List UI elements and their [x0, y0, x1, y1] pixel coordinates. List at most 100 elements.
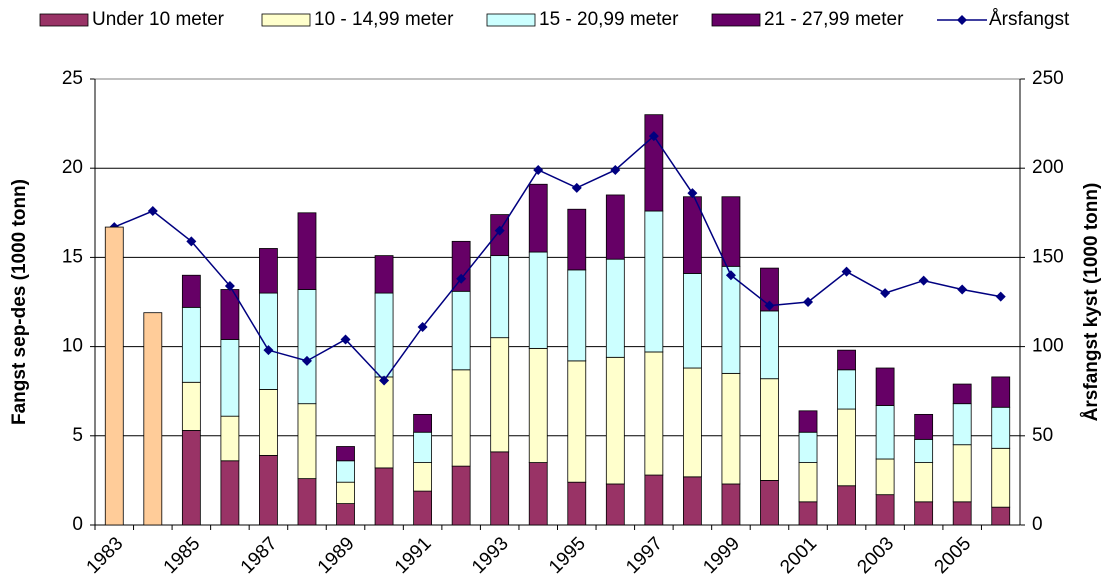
- x-tick-label: 2001: [776, 533, 821, 578]
- bar-segment: [220, 415, 240, 462]
- y2-tick-label: 100: [1032, 336, 1064, 357]
- bar-segment: [374, 292, 394, 378]
- bar-segment: [991, 506, 1011, 526]
- bar-segment: [143, 312, 163, 526]
- bar-segment: [567, 269, 587, 362]
- bar-segment: [682, 273, 702, 369]
- line-marker: [687, 188, 698, 199]
- line-marker: [533, 164, 544, 175]
- line-marker: [379, 375, 390, 386]
- bar-segment: [644, 474, 664, 526]
- bar-segment: [875, 494, 895, 526]
- bar-segment: [336, 460, 355, 483]
- y-tick-label: 5: [72, 425, 83, 446]
- y-tick-label: 10: [62, 336, 83, 357]
- bar-segment: [605, 356, 625, 485]
- bar-segment: [451, 465, 471, 526]
- bar-segment: [451, 290, 471, 371]
- bar-segment: [490, 451, 510, 526]
- bar-segment: [567, 208, 587, 271]
- bar-segment: [837, 485, 856, 526]
- y2-tick-label: 200: [1032, 157, 1064, 178]
- bar-segment: [181, 430, 201, 526]
- y-tick-label: 20: [62, 157, 83, 178]
- line-marker: [224, 280, 235, 291]
- bar-segment: [991, 376, 1011, 408]
- bar-segment: [798, 501, 818, 526]
- line-marker: [803, 297, 814, 307]
- line-marker: [841, 266, 852, 277]
- line-marker: [725, 270, 736, 281]
- legend-swatch: [486, 13, 536, 27]
- line-marker: [957, 284, 968, 295]
- bar-segment: [952, 444, 972, 503]
- line-marker: [340, 334, 351, 345]
- bar-segment: [644, 210, 664, 353]
- bar-segment: [644, 351, 664, 476]
- bar-segment: [952, 501, 972, 526]
- bar-segment: [181, 274, 201, 308]
- line-marker: [918, 275, 929, 286]
- bar-segment: [413, 431, 433, 463]
- line-marker: [610, 164, 621, 175]
- bar-segment: [875, 367, 895, 406]
- bar-segment: [259, 292, 278, 390]
- bar-segment: [798, 462, 818, 503]
- bar-segment: [760, 479, 779, 526]
- bar-segment: [605, 194, 625, 260]
- legend-swatch: [261, 13, 311, 27]
- bar-segment: [914, 462, 934, 503]
- bar-segment: [760, 310, 779, 380]
- x-tick-label: 2005: [931, 533, 976, 578]
- bar-segment: [336, 503, 355, 526]
- y-tick-label: 25: [62, 68, 83, 89]
- bar-segment: [413, 413, 433, 433]
- line-marker: [417, 321, 428, 332]
- y-tick-label: 15: [62, 246, 83, 267]
- bar-segment: [220, 460, 240, 526]
- y-tick-label: 0: [72, 514, 83, 535]
- bar-segment: [297, 478, 317, 526]
- legend-label: 10 - 14,99 meter: [314, 9, 454, 30]
- bar-segment: [181, 381, 201, 431]
- line-marker: [186, 236, 197, 247]
- legend-label: 15 - 20,99 meter: [539, 9, 679, 30]
- bar-segment: [259, 455, 278, 526]
- bar-segment: [721, 483, 741, 526]
- legend-swatch: [711, 13, 761, 27]
- bar-segment: [567, 360, 587, 483]
- bar-segment: [413, 462, 433, 492]
- x-tick-label: 1991: [391, 533, 436, 578]
- line-marker: [995, 291, 1006, 302]
- bar-segment: [181, 306, 201, 383]
- bar-segment: [528, 347, 548, 463]
- x-tick-label: 1999: [699, 533, 744, 578]
- bar-segment: [374, 467, 394, 526]
- bar-segment: [374, 255, 394, 294]
- bar-segment: [605, 483, 625, 526]
- y2-tick-label: 150: [1032, 246, 1064, 267]
- bar-segment: [259, 248, 278, 294]
- x-tick-label: 1997: [622, 533, 667, 578]
- x-tick-label: 1987: [237, 533, 282, 578]
- bar-segment: [567, 481, 587, 526]
- bar-segment: [991, 406, 1011, 449]
- bar-segment: [760, 378, 779, 481]
- bar-segment: [721, 196, 741, 267]
- y2-tick-label: 250: [1032, 68, 1064, 89]
- bar-segment: [644, 114, 664, 212]
- line-marker: [456, 273, 467, 284]
- bar-segment: [760, 267, 779, 312]
- x-tick-label: 1989: [314, 533, 359, 578]
- y-axis-title: Fangst sep-des (1000 tonn): [9, 179, 30, 425]
- bar-segment: [220, 339, 240, 417]
- bar-segment: [297, 403, 317, 480]
- line-marker: [648, 131, 659, 142]
- y2-axis-title: Årsfangst kyst (1000 tonn): [1081, 183, 1102, 422]
- line-marker: [147, 206, 158, 217]
- x-tick-label: 1983: [83, 533, 128, 578]
- bar-segment: [336, 481, 355, 504]
- bar-segment: [297, 212, 317, 290]
- line-marker: [494, 225, 505, 236]
